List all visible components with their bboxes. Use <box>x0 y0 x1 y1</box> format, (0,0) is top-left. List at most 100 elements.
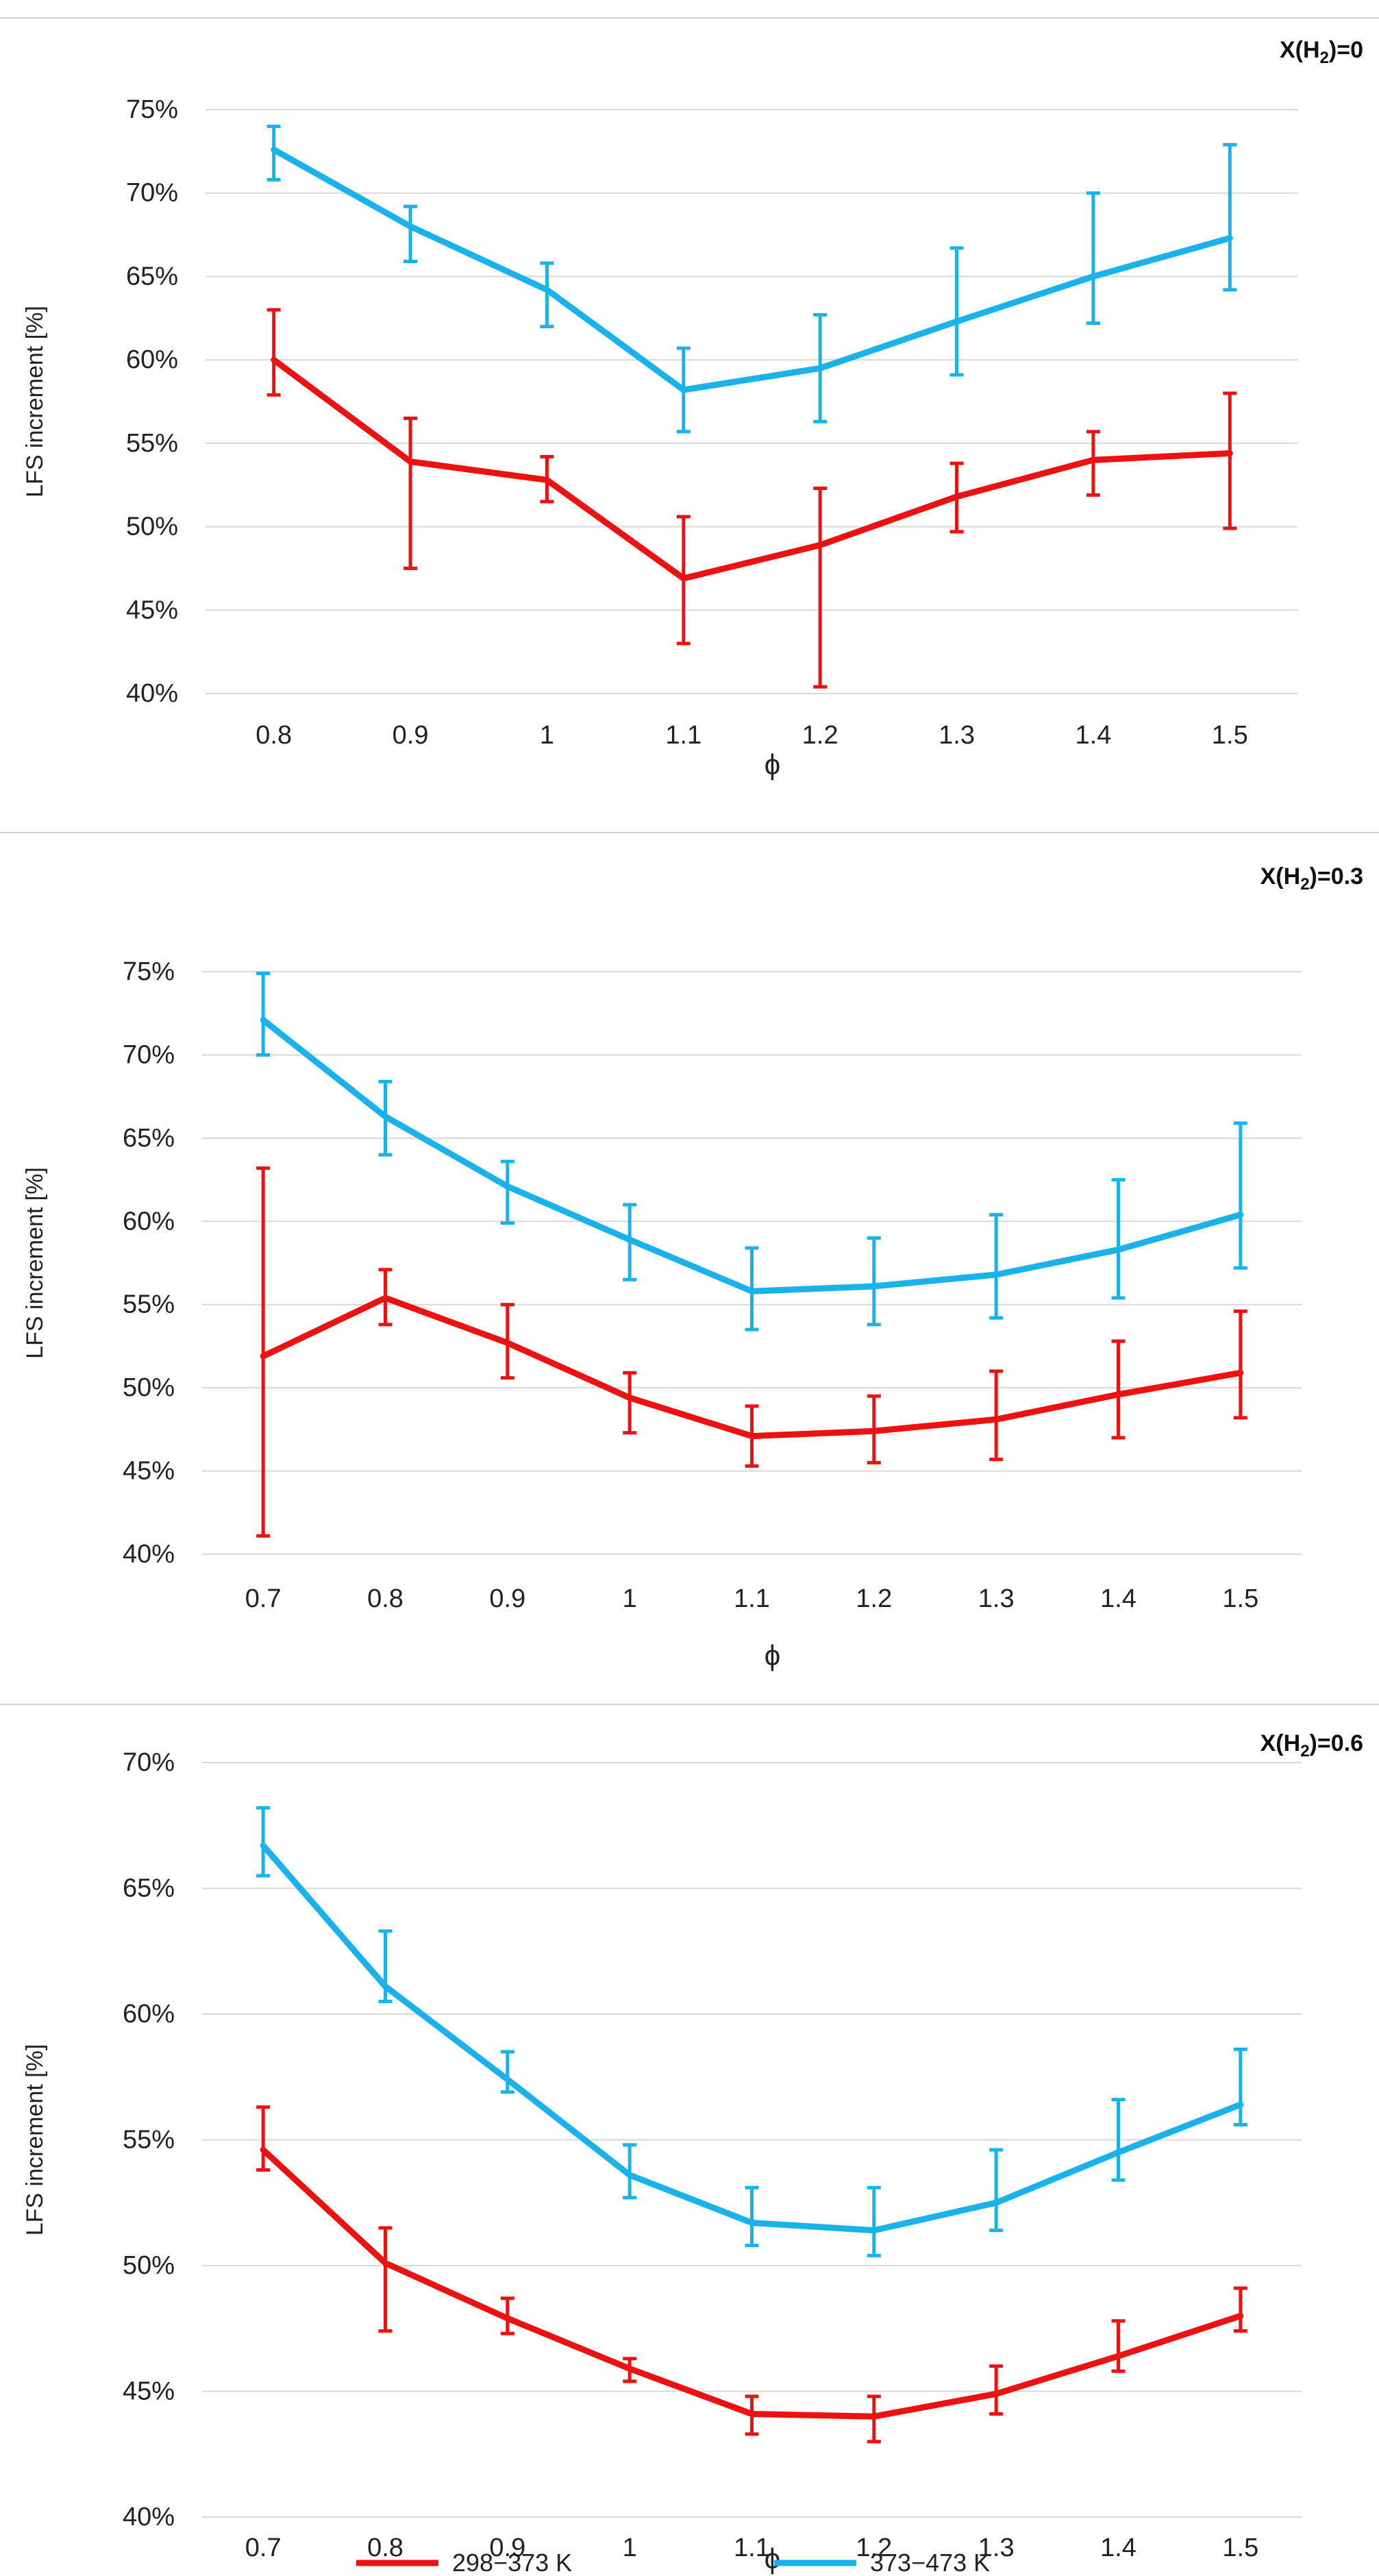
error-bar <box>1086 191 1100 326</box>
error-bar <box>867 1236 881 1327</box>
series-298-373k <box>266 308 1237 689</box>
data-point <box>955 320 958 323</box>
error-bar <box>1111 2319 1126 2373</box>
y-tick-label: 50% <box>123 1373 175 1402</box>
chart-title: X(H2)=0.3 <box>1260 863 1363 894</box>
y-tick-label: 55% <box>126 429 178 458</box>
error-bar <box>813 487 828 689</box>
y-tick-label: 60% <box>123 2000 175 2028</box>
error-bar <box>256 1806 271 1878</box>
data-point <box>262 1018 265 1022</box>
error-bar <box>1223 143 1237 292</box>
series-373-473k <box>266 124 1237 434</box>
data-point <box>1239 2103 1242 2107</box>
y-axis-label: LFS increment [%] <box>22 306 48 498</box>
data-point <box>955 495 958 498</box>
y-tick-label: 40% <box>123 2503 175 2531</box>
data-point <box>506 1185 509 1188</box>
data-point <box>1091 275 1095 278</box>
y-tick-label: 55% <box>123 1290 175 1319</box>
data-point <box>819 367 822 370</box>
chart-panel-2: X(H2)=0.3 40% 45% 50% 55% 60% 65% 70% 75% LFS inc… <box>22 863 1363 1671</box>
chart-panel-1: X(H2)=0 40% 45% 50% 55% 60% 65% 70% 75% LFS incre… <box>22 37 1363 781</box>
data-point <box>545 478 549 482</box>
data-point <box>872 2229 875 2232</box>
data-point <box>682 388 685 391</box>
x-tick-label: 1.4 <box>1076 721 1112 750</box>
x-tick-label: 0.8 <box>367 2534 403 2562</box>
chart-title: X(H2)=0 <box>1280 37 1363 67</box>
data-point <box>819 543 822 547</box>
chart-panel-3: X(H2)=0.6 40% 45% 50% 55% 60% 65% 70% LFS increm… <box>22 1730 1363 2575</box>
data-point <box>262 1355 265 1358</box>
data-point <box>506 1341 509 1345</box>
x-tick-label: 0.8 <box>256 721 292 750</box>
data-point <box>1117 2355 1120 2358</box>
data-point <box>750 1290 754 1293</box>
error-bar <box>256 2105 271 2172</box>
error-bar <box>1111 1339 1126 1440</box>
data-point <box>682 577 685 580</box>
y-tick-label: 60% <box>126 345 178 374</box>
x-tick-label: 1.1 <box>734 2534 770 2562</box>
data-point <box>506 2078 509 2081</box>
data-point <box>1239 2314 1242 2318</box>
data-point <box>1117 2150 1120 2154</box>
x-tick-label: 0.9 <box>393 721 429 750</box>
data-point <box>995 2392 998 2396</box>
x-tick-label: 1.5 <box>1222 1584 1258 1613</box>
series-298-373k <box>256 2105 1247 2444</box>
x-tick-label: 1.2 <box>856 2534 892 2562</box>
legend-label: 373−473 K <box>870 2549 990 2576</box>
error-bar <box>256 971 271 1057</box>
data-point <box>628 1396 632 1399</box>
error-bar <box>256 1166 271 1538</box>
error-bar <box>1111 1178 1126 1300</box>
x-tick-label: 1.4 <box>1100 2534 1136 2562</box>
data-point <box>384 1297 387 1299</box>
error-bar <box>989 1213 1004 1320</box>
error-bar <box>403 416 418 570</box>
y-tick-label: 45% <box>126 596 178 624</box>
error-bar <box>949 246 964 377</box>
error-bar <box>1223 391 1237 530</box>
series-line <box>271 356 1233 582</box>
y-axis-label: LFS increment [%] <box>22 2044 48 2236</box>
data-point <box>1117 1393 1120 1396</box>
data-point <box>272 358 275 362</box>
y-tick-label: 75% <box>126 95 178 124</box>
x-axis-label: ϕ <box>765 1639 781 1671</box>
x-tick-label: 0.9 <box>489 1584 525 1613</box>
y-tick-label: 70% <box>123 1040 175 1069</box>
series-373-473k <box>256 1806 1247 2257</box>
y-tick-label: 65% <box>123 1874 175 1903</box>
data-point <box>995 1418 998 1421</box>
data-point <box>750 1434 754 1438</box>
error-bar <box>403 204 418 264</box>
error-bar <box>1233 2286 1247 2333</box>
x-axis-label: ϕ <box>765 2542 781 2575</box>
x-tick-label: 1.1 <box>665 721 701 750</box>
legend: 298−373 K 373−473 K <box>356 2549 990 2576</box>
x-axis-label: ϕ <box>765 748 781 781</box>
x-tick-label: 1 <box>623 2534 637 2562</box>
data-point <box>506 2317 509 2320</box>
data-point <box>750 2221 754 2224</box>
data-point <box>409 460 412 463</box>
data-point <box>1228 452 1232 455</box>
data-point <box>384 1985 387 1988</box>
data-point <box>995 2201 998 2205</box>
error-bar <box>989 2364 1004 2416</box>
x-tick-label: 1.1 <box>734 1584 770 1613</box>
error-bar <box>378 2226 393 2333</box>
error-bar <box>266 308 281 397</box>
y-tick-label: 50% <box>126 513 178 541</box>
error-bar <box>1233 1121 1247 1270</box>
data-point <box>262 1844 265 1848</box>
y-tick-label: 65% <box>123 1124 175 1153</box>
x-tick-label: 0.8 <box>367 1584 403 1613</box>
data-point <box>1239 1213 1242 1216</box>
error-bar <box>500 2050 514 2094</box>
x-tick-label: 1.5 <box>1212 721 1248 750</box>
y-tick-label: 45% <box>123 1457 175 1486</box>
